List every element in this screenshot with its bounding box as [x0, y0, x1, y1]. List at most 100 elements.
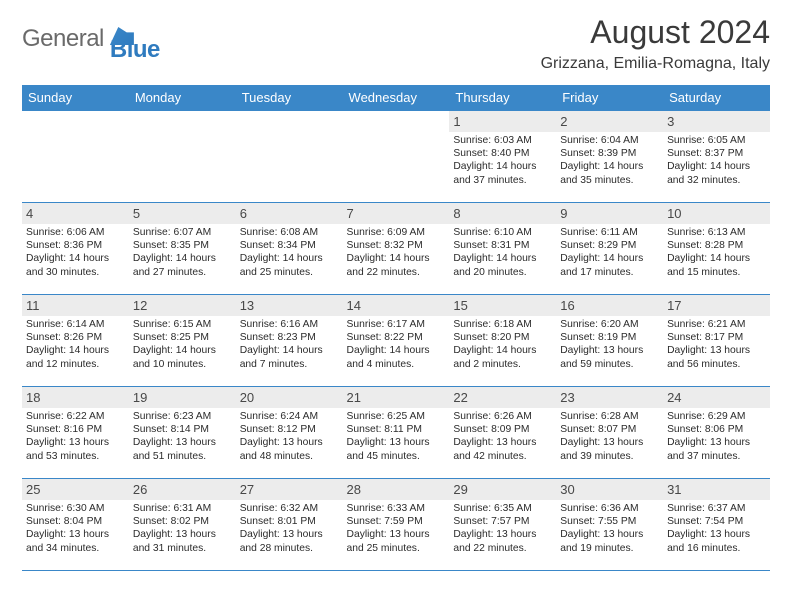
day-details: Sunrise: 6:31 AMSunset: 8:02 PMDaylight:…	[129, 500, 236, 559]
day-cell: 26Sunrise: 6:31 AMSunset: 8:02 PMDayligh…	[129, 479, 236, 571]
sunrise-line: Sunrise: 6:29 AM	[667, 410, 766, 423]
sunset-line: Sunset: 8:40 PM	[453, 147, 552, 160]
daylight-line: Daylight: 14 hours and 12 minutes.	[26, 344, 125, 370]
week-row: 25Sunrise: 6:30 AMSunset: 8:04 PMDayligh…	[22, 479, 770, 571]
day-details: Sunrise: 6:23 AMSunset: 8:14 PMDaylight:…	[129, 408, 236, 467]
day-details: Sunrise: 6:26 AMSunset: 8:09 PMDaylight:…	[449, 408, 556, 467]
day-details: Sunrise: 6:20 AMSunset: 8:19 PMDaylight:…	[556, 316, 663, 375]
sunset-line: Sunset: 8:16 PM	[26, 423, 125, 436]
day-cell: 5Sunrise: 6:07 AMSunset: 8:35 PMDaylight…	[129, 203, 236, 295]
day-number: 26	[129, 479, 236, 500]
sunset-line: Sunset: 7:54 PM	[667, 515, 766, 528]
day-details: Sunrise: 6:17 AMSunset: 8:22 PMDaylight:…	[343, 316, 450, 375]
day-number: 6	[236, 203, 343, 224]
sunset-line: Sunset: 8:39 PM	[560, 147, 659, 160]
day-cell: 22Sunrise: 6:26 AMSunset: 8:09 PMDayligh…	[449, 387, 556, 479]
day-details: Sunrise: 6:15 AMSunset: 8:25 PMDaylight:…	[129, 316, 236, 375]
sunrise-line: Sunrise: 6:37 AM	[667, 502, 766, 515]
day-details: Sunrise: 6:16 AMSunset: 8:23 PMDaylight:…	[236, 316, 343, 375]
sunrise-line: Sunrise: 6:07 AM	[133, 226, 232, 239]
day-number: 19	[129, 387, 236, 408]
sunset-line: Sunset: 8:26 PM	[26, 331, 125, 344]
daylight-line: Daylight: 13 hours and 51 minutes.	[133, 436, 232, 462]
daylight-line: Daylight: 14 hours and 15 minutes.	[667, 252, 766, 278]
day-number: 10	[663, 203, 770, 224]
daylight-line: Daylight: 13 hours and 59 minutes.	[560, 344, 659, 370]
day-cell: 23Sunrise: 6:28 AMSunset: 8:07 PMDayligh…	[556, 387, 663, 479]
sunset-line: Sunset: 8:14 PM	[133, 423, 232, 436]
day-number: 11	[22, 295, 129, 316]
sunset-line: Sunset: 7:59 PM	[347, 515, 446, 528]
sunset-line: Sunset: 8:23 PM	[240, 331, 339, 344]
day-details: Sunrise: 6:03 AMSunset: 8:40 PMDaylight:…	[449, 132, 556, 191]
daylight-line: Daylight: 13 hours and 37 minutes.	[667, 436, 766, 462]
sunset-line: Sunset: 8:29 PM	[560, 239, 659, 252]
day-details: Sunrise: 6:24 AMSunset: 8:12 PMDaylight:…	[236, 408, 343, 467]
daylight-line: Daylight: 14 hours and 10 minutes.	[133, 344, 232, 370]
day-details: Sunrise: 6:06 AMSunset: 8:36 PMDaylight:…	[22, 224, 129, 283]
sunset-line: Sunset: 8:02 PM	[133, 515, 232, 528]
day-cell: 10Sunrise: 6:13 AMSunset: 8:28 PMDayligh…	[663, 203, 770, 295]
day-details: Sunrise: 6:04 AMSunset: 8:39 PMDaylight:…	[556, 132, 663, 191]
sunset-line: Sunset: 8:37 PM	[667, 147, 766, 160]
day-cell: 8Sunrise: 6:10 AMSunset: 8:31 PMDaylight…	[449, 203, 556, 295]
title-block: August 2024 Grizzana, Emilia-Romagna, It…	[541, 14, 770, 73]
dow-sat: Saturday	[663, 85, 770, 111]
day-cell: 11Sunrise: 6:14 AMSunset: 8:26 PMDayligh…	[22, 295, 129, 387]
dow-thu: Thursday	[449, 85, 556, 111]
daylight-line: Daylight: 13 hours and 39 minutes.	[560, 436, 659, 462]
day-details: Sunrise: 6:30 AMSunset: 8:04 PMDaylight:…	[22, 500, 129, 559]
day-number: 15	[449, 295, 556, 316]
daylight-line: Daylight: 14 hours and 37 minutes.	[453, 160, 552, 186]
day-number: 30	[556, 479, 663, 500]
day-cell: 1Sunrise: 6:03 AMSunset: 8:40 PMDaylight…	[449, 111, 556, 203]
sunset-line: Sunset: 8:22 PM	[347, 331, 446, 344]
day-cell: 3Sunrise: 6:05 AMSunset: 8:37 PMDaylight…	[663, 111, 770, 203]
day-cell: 13Sunrise: 6:16 AMSunset: 8:23 PMDayligh…	[236, 295, 343, 387]
sunrise-line: Sunrise: 6:05 AM	[667, 134, 766, 147]
daylight-line: Daylight: 14 hours and 35 minutes.	[560, 160, 659, 186]
dow-tue: Tuesday	[236, 85, 343, 111]
sunset-line: Sunset: 8:20 PM	[453, 331, 552, 344]
daylight-line: Daylight: 13 hours and 16 minutes.	[667, 528, 766, 554]
day-number: 29	[449, 479, 556, 500]
daylight-line: Daylight: 13 hours and 56 minutes.	[667, 344, 766, 370]
sunset-line: Sunset: 8:28 PM	[667, 239, 766, 252]
day-cell: 14Sunrise: 6:17 AMSunset: 8:22 PMDayligh…	[343, 295, 450, 387]
day-details: Sunrise: 6:21 AMSunset: 8:17 PMDaylight:…	[663, 316, 770, 375]
daylight-line: Daylight: 14 hours and 27 minutes.	[133, 252, 232, 278]
day-details: Sunrise: 6:11 AMSunset: 8:29 PMDaylight:…	[556, 224, 663, 283]
sunrise-line: Sunrise: 6:08 AM	[240, 226, 339, 239]
sunset-line: Sunset: 7:55 PM	[560, 515, 659, 528]
day-cell: 19Sunrise: 6:23 AMSunset: 8:14 PMDayligh…	[129, 387, 236, 479]
day-details: Sunrise: 6:10 AMSunset: 8:31 PMDaylight:…	[449, 224, 556, 283]
sunset-line: Sunset: 8:32 PM	[347, 239, 446, 252]
day-number: 5	[129, 203, 236, 224]
day-cell: 17Sunrise: 6:21 AMSunset: 8:17 PMDayligh…	[663, 295, 770, 387]
dow-row: Sunday Monday Tuesday Wednesday Thursday…	[22, 85, 770, 111]
sunset-line: Sunset: 8:04 PM	[26, 515, 125, 528]
day-number: 7	[343, 203, 450, 224]
day-number: 24	[663, 387, 770, 408]
sunrise-line: Sunrise: 6:16 AM	[240, 318, 339, 331]
daylight-line: Daylight: 13 hours and 19 minutes.	[560, 528, 659, 554]
day-cell: 28Sunrise: 6:33 AMSunset: 7:59 PMDayligh…	[343, 479, 450, 571]
day-cell: 15Sunrise: 6:18 AMSunset: 8:20 PMDayligh…	[449, 295, 556, 387]
day-details: Sunrise: 6:05 AMSunset: 8:37 PMDaylight:…	[663, 132, 770, 191]
sunset-line: Sunset: 8:17 PM	[667, 331, 766, 344]
sunset-line: Sunset: 8:12 PM	[240, 423, 339, 436]
sunrise-line: Sunrise: 6:31 AM	[133, 502, 232, 515]
sunset-line: Sunset: 8:06 PM	[667, 423, 766, 436]
day-number: 18	[22, 387, 129, 408]
daylight-line: Daylight: 13 hours and 28 minutes.	[240, 528, 339, 554]
day-number: 22	[449, 387, 556, 408]
day-details: Sunrise: 6:29 AMSunset: 8:06 PMDaylight:…	[663, 408, 770, 467]
day-cell: 20Sunrise: 6:24 AMSunset: 8:12 PMDayligh…	[236, 387, 343, 479]
day-details: Sunrise: 6:32 AMSunset: 8:01 PMDaylight:…	[236, 500, 343, 559]
sunrise-line: Sunrise: 6:24 AM	[240, 410, 339, 423]
day-cell: 29Sunrise: 6:35 AMSunset: 7:57 PMDayligh…	[449, 479, 556, 571]
sunrise-line: Sunrise: 6:06 AM	[26, 226, 125, 239]
header: General Blue August 2024 Grizzana, Emili…	[0, 0, 792, 77]
day-details: Sunrise: 6:37 AMSunset: 7:54 PMDaylight:…	[663, 500, 770, 559]
day-details: Sunrise: 6:09 AMSunset: 8:32 PMDaylight:…	[343, 224, 450, 283]
